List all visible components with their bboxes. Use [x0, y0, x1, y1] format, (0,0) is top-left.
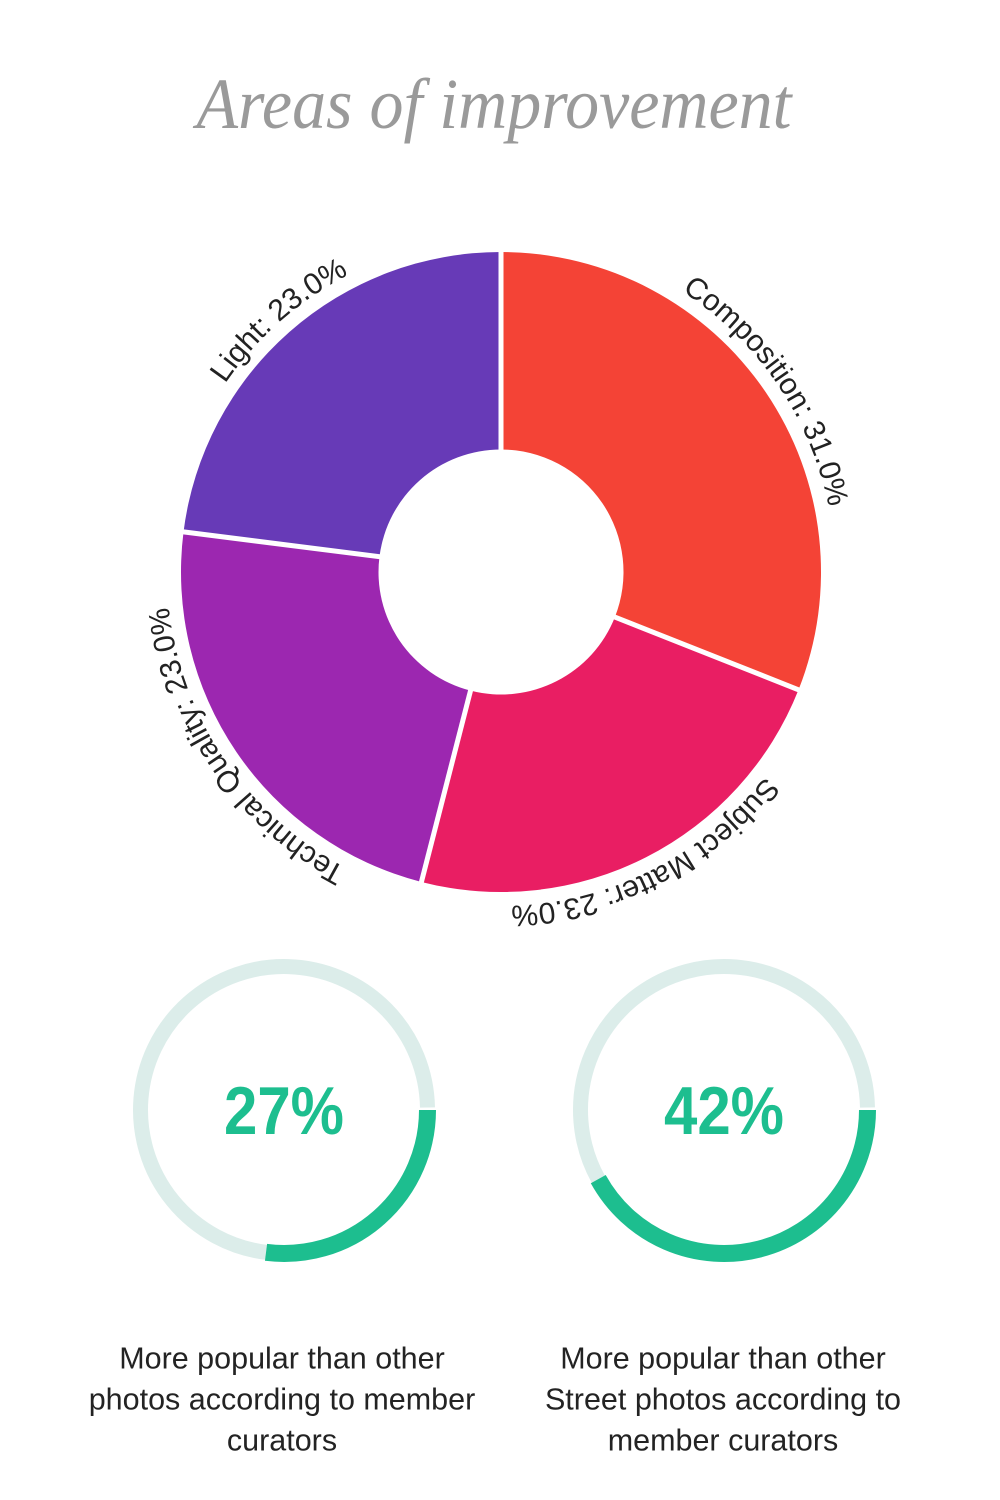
svg-text:photos according to member: photos according to member: [89, 1383, 476, 1417]
svg-text:member curators: member curators: [608, 1424, 839, 1458]
svg-text:More popular than other: More popular than other: [119, 1342, 445, 1376]
svg-text:42%: 42%: [664, 1073, 784, 1149]
svg-text:Street photos according to: Street photos according to: [545, 1383, 901, 1417]
svg-text:curators: curators: [227, 1424, 337, 1458]
svg-text:27%: 27%: [224, 1073, 344, 1149]
svg-text:More popular than other: More popular than other: [560, 1342, 886, 1376]
svg-text:Areas of improvement: Areas of improvement: [193, 64, 794, 144]
